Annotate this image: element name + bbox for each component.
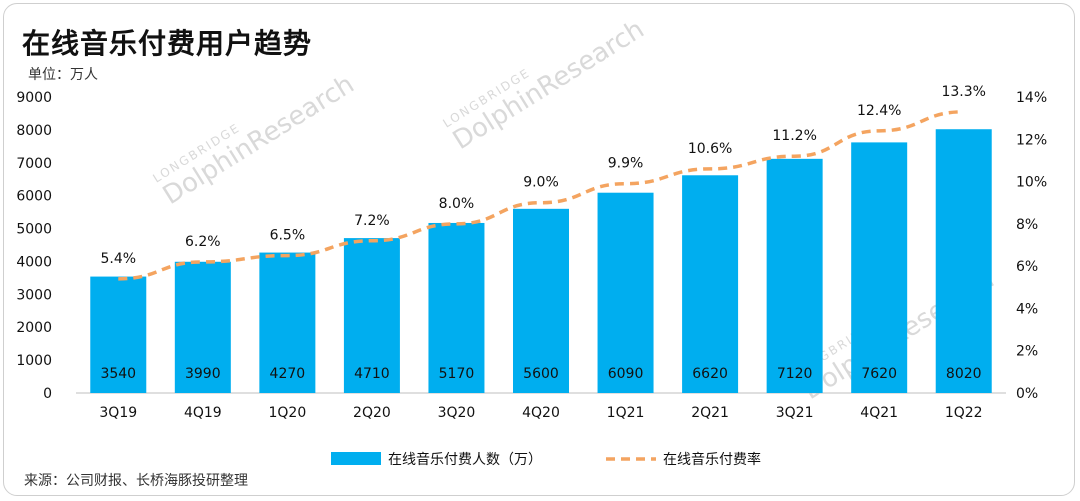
bar [90, 276, 147, 393]
line-value-label: 6.2% [185, 234, 221, 250]
line-series: 5.4% 6.2% 6.5% 7.2% 8.0% 9.0% 9.9% 10.6% 11.2% 12… [100, 84, 986, 281]
y-right-tick-label: 4% [1016, 301, 1038, 317]
line-value-label: 9.9% [608, 156, 644, 172]
y-left-tick-label: 4000 [16, 254, 52, 270]
x-tick-label: 1Q21 [607, 405, 645, 421]
x-tick-label: 4Q21 [860, 405, 898, 421]
line-value-label: 6.5% [270, 228, 306, 244]
bar [597, 192, 654, 393]
x-tick-label: 1Q22 [945, 405, 983, 421]
unit-label: 单位：万人 [28, 67, 98, 83]
y-left-tick-label: 6000 [16, 189, 52, 205]
line-value-label: 8.0% [439, 196, 475, 212]
bar [259, 252, 316, 393]
bar-value-label: 7620 [861, 366, 897, 382]
bar [428, 222, 485, 393]
legend-label-line: 在线音乐付费率 [663, 451, 761, 468]
page-title: 在线音乐付费用户趋势 [22, 27, 313, 60]
bar-series: 3540 3990 4270 4710 5170 5600 6090 6620 7120 7620… [90, 129, 992, 393]
y-left-tick-label: 1000 [16, 353, 52, 369]
chart-frame [3, 3, 1075, 496]
y-left-tick-label: 2000 [16, 320, 52, 336]
y-left-tick-label: 8000 [16, 123, 52, 139]
bar-value-label: 6090 [608, 366, 644, 382]
source-note: 来源：公司财报、长桥海豚投研整理 [24, 473, 248, 489]
x-tick-label: 3Q19 [99, 405, 137, 421]
line-value-label: 5.4% [100, 251, 136, 267]
x-tick-label: 4Q20 [522, 405, 560, 421]
legend: 在线音乐付费人数（万） 在线音乐付费率 [331, 451, 761, 468]
watermark-main-text: DolphinResearch [448, 14, 650, 156]
bar-value-label: 7120 [777, 366, 813, 382]
x-tick-label: 3Q21 [776, 405, 814, 421]
y-right-tick-label: 6% [1016, 259, 1038, 275]
y-left-tick-label: 9000 [16, 90, 52, 106]
bar-value-label: 5600 [523, 366, 559, 382]
line-value-label: 13.3% [941, 84, 985, 100]
bar [513, 208, 569, 393]
y-left-tick-label: 7000 [16, 156, 52, 172]
bar-value-label: 6620 [692, 366, 728, 382]
line-value-label: 7.2% [354, 213, 390, 229]
line-value-label: 9.0% [523, 175, 559, 191]
x-tick-label: 4Q19 [184, 405, 222, 421]
y-right-tick-label: 8% [1016, 217, 1038, 233]
bar-value-label: 3540 [100, 366, 136, 382]
legend-swatch-bar [331, 452, 381, 465]
y-right-tick-label: 2% [1016, 344, 1038, 360]
bar [766, 158, 823, 393]
x-tick-label: 3Q20 [438, 405, 476, 421]
watermark-main-text: DolphinResearch [158, 69, 360, 211]
y-right-tick-label: 10% [1016, 175, 1047, 191]
bar-value-label: 5170 [439, 366, 475, 382]
y-right-tick-label: 12% [1016, 132, 1047, 148]
bar-value-label: 4710 [354, 366, 390, 382]
line-value-label: 10.6% [688, 141, 732, 157]
y-left-tick-label: 3000 [16, 287, 52, 303]
y-left-tick-label: 5000 [16, 222, 52, 238]
line-value-label: 12.4% [857, 103, 901, 119]
y-left-tick-label: 0 [43, 386, 52, 402]
x-tick-label: 1Q20 [268, 405, 306, 421]
y-right-tick-label: 0% [1016, 386, 1038, 402]
bar [174, 261, 231, 393]
bar [935, 129, 992, 393]
bar [682, 175, 739, 393]
bar-value-label: 8020 [946, 366, 982, 382]
bar [851, 142, 908, 393]
payment-rate-line [118, 110, 964, 281]
bar [343, 238, 400, 393]
bar-value-label: 3990 [185, 366, 221, 382]
legend-label-bar: 在线音乐付费人数（万） [388, 451, 542, 468]
bar-value-label: 4270 [270, 366, 306, 382]
x-tick-label: 2Q20 [353, 405, 391, 421]
line-value-label: 11.2% [772, 128, 816, 144]
x-tick-label: 2Q21 [691, 405, 729, 421]
y-right-tick-label: 14% [1016, 90, 1047, 106]
